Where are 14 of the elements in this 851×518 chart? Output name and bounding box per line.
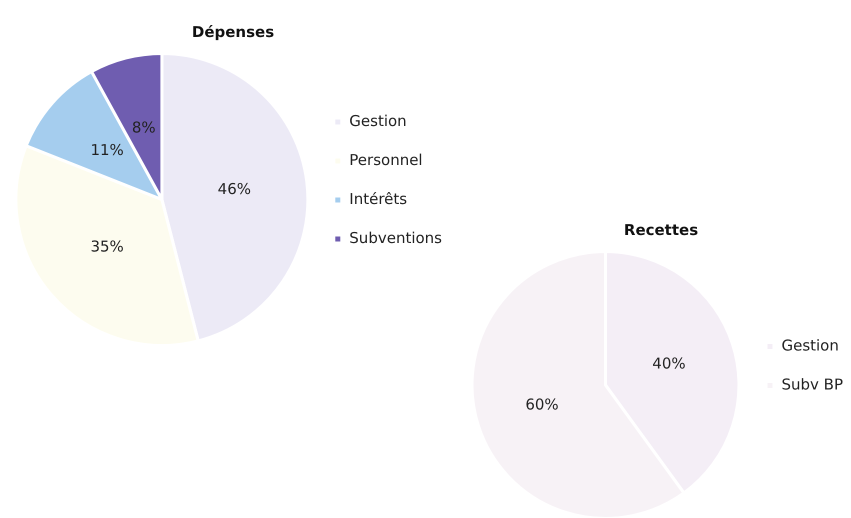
chart-title: Dépenses	[192, 22, 274, 41]
data-label: 11%	[90, 141, 124, 160]
data-label: 8%	[132, 118, 156, 137]
data-label: 35%	[90, 238, 124, 256]
data-label: 40%	[652, 354, 686, 372]
legend-label: Subventions	[349, 228, 442, 247]
data-label: 60%	[525, 396, 559, 414]
data-label: 46%	[218, 180, 251, 198]
legend-label: Personnel	[349, 150, 423, 169]
chart-title: Recettes	[624, 220, 698, 239]
legend-label: Intérêts	[349, 190, 408, 208]
legend-label: Subv BP	[781, 375, 843, 394]
legend-label: Gestion	[349, 112, 407, 130]
legend-label: Gestion	[781, 336, 839, 354]
